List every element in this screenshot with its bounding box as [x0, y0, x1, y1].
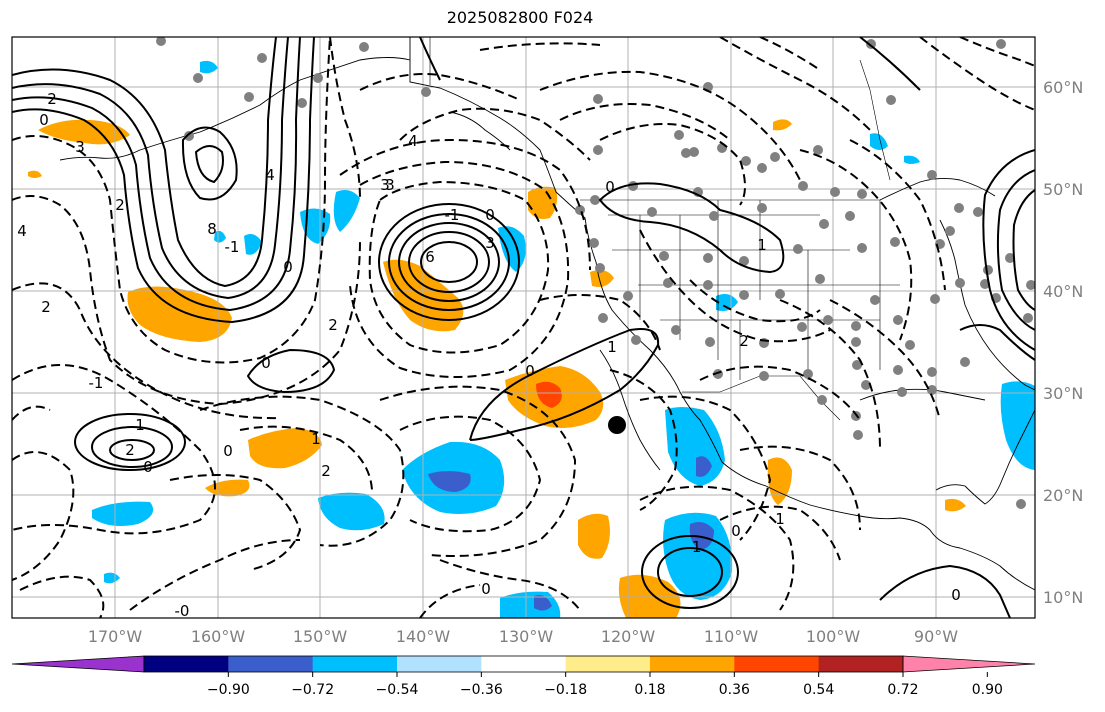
- colorbar-segment: [228, 656, 314, 672]
- colorbar-segment: [481, 656, 567, 672]
- lon-label: 150°W: [293, 627, 348, 646]
- colorbar-tick-label: 0.72: [887, 682, 918, 698]
- colorbar-segment: [650, 656, 735, 672]
- lon-label: 140°W: [396, 627, 451, 646]
- colorbar-tick-label: −0.90: [207, 682, 250, 698]
- contour-label: 4: [17, 222, 27, 240]
- colorbar-tick-label: 0.36: [719, 682, 750, 698]
- dashed-contours: [12, 37, 1035, 618]
- contour-label: 4: [265, 166, 275, 184]
- colorbar-tick-label: −0.36: [460, 682, 503, 698]
- longitude-labels: 170°W 160°W 150°W 140°W 130°W 120°W 110°…: [88, 627, 958, 646]
- lat-label: 30°N: [1043, 384, 1083, 403]
- lat-label: 40°N: [1043, 282, 1083, 301]
- strong-positive-shading: [536, 381, 562, 408]
- contour-label: -1: [687, 538, 702, 556]
- contour-label: 0: [39, 111, 49, 129]
- contour-label: -1: [445, 206, 460, 224]
- colorbar-tick-label: 0.54: [803, 682, 834, 698]
- contour-label: 1: [135, 416, 145, 434]
- lon-label: 110°W: [704, 627, 759, 646]
- contour-label: 0: [223, 442, 233, 460]
- colorbar-segment: [312, 656, 398, 672]
- contour-labels: 0 3 2 4 8 2 3 -1 0 3 6 4 2 0 -1 0 1 2 0 …: [17, 90, 961, 620]
- lat-lon-grid: [12, 37, 1035, 618]
- colorbar-segment: [565, 656, 651, 672]
- map-plot-area: 0 3 2 4 8 2 3 -1 0 3 6 4 2 0 -1 0 1 2 0 …: [12, 37, 1035, 620]
- contour-label: 3: [380, 176, 390, 194]
- lon-label: 120°W: [601, 627, 656, 646]
- colorbar-tick-label: 0.90: [972, 682, 1003, 698]
- contour-label: 1: [607, 338, 617, 356]
- station-markers: [156, 37, 1035, 509]
- contour-label: 0: [605, 178, 615, 196]
- contour-label: 3: [485, 234, 495, 252]
- colorbar-tick-label: −0.72: [291, 682, 334, 698]
- contour-label: 2: [328, 316, 338, 334]
- lat-label: 60°N: [1043, 78, 1083, 97]
- lon-label: 100°W: [806, 627, 861, 646]
- contour-label: 6: [425, 248, 435, 266]
- lat-label: 10°N: [1043, 588, 1083, 607]
- contour-label: 0: [731, 522, 741, 540]
- contour-label: 0: [143, 458, 153, 476]
- colorbar-segment: [144, 656, 229, 672]
- contour-label: 1: [757, 236, 767, 254]
- lon-label: 170°W: [88, 627, 143, 646]
- contour-label: 3: [75, 138, 85, 156]
- colorbar-extend-high: [902, 655, 1036, 673]
- lon-label: 160°W: [191, 627, 246, 646]
- contour-label: 0: [261, 354, 271, 372]
- colorbar-tick-label: 0.18: [634, 682, 665, 698]
- contour-label: 3: [385, 176, 395, 194]
- contour-label: 2: [739, 332, 749, 350]
- lon-label: 90°W: [914, 627, 958, 646]
- lat-label: 50°N: [1043, 180, 1083, 199]
- contour-label: 2: [115, 196, 125, 214]
- plot-frame: [11, 36, 1036, 619]
- latitude-labels: 60°N 50°N 40°N 30°N 20°N 10°N: [1043, 78, 1083, 607]
- colorbar-tick-label: −0.18: [544, 682, 587, 698]
- contour-label: 4: [408, 132, 418, 150]
- contour-label: -1: [225, 238, 240, 256]
- colorbar-frame: [143, 655, 904, 673]
- contour-label: 0: [485, 206, 495, 224]
- contour-label: 0: [951, 586, 961, 604]
- colorbar-segment: [734, 656, 820, 672]
- lat-label: 20°N: [1043, 486, 1083, 505]
- political-borders: [429, 37, 900, 421]
- map-title: 2025082800 F024: [446, 8, 594, 27]
- colorbar-tick-label: −0.54: [376, 682, 419, 698]
- strong-negative-shading: [428, 456, 714, 611]
- lon-label: 130°W: [499, 627, 554, 646]
- colorbar-extend-low: [11, 655, 145, 673]
- contour-label: 2: [41, 298, 51, 316]
- contour-label: 2: [125, 441, 135, 459]
- colorbar-segment: [397, 656, 482, 672]
- contour-label: 0: [481, 580, 491, 598]
- contour-label: 0: [283, 258, 293, 276]
- contour-label: -1: [89, 374, 104, 392]
- contour-label: -0: [175, 602, 190, 620]
- contour-label: 1: [311, 430, 321, 448]
- contour-label: 2: [321, 462, 331, 480]
- contour-label: 0: [525, 362, 535, 380]
- contour-label: 1: [775, 510, 785, 528]
- colorbar: −0.90 −0.72 −0.54 −0.36 −0.18 0.18 0.36 0.54 0.7…: [11, 655, 1036, 698]
- contour-label: 8: [207, 220, 217, 238]
- solid-contours: [12, 37, 1035, 618]
- colorbar-segment: [818, 656, 904, 672]
- filled-circle-icon: [608, 416, 626, 434]
- contour-label: 2: [47, 90, 57, 108]
